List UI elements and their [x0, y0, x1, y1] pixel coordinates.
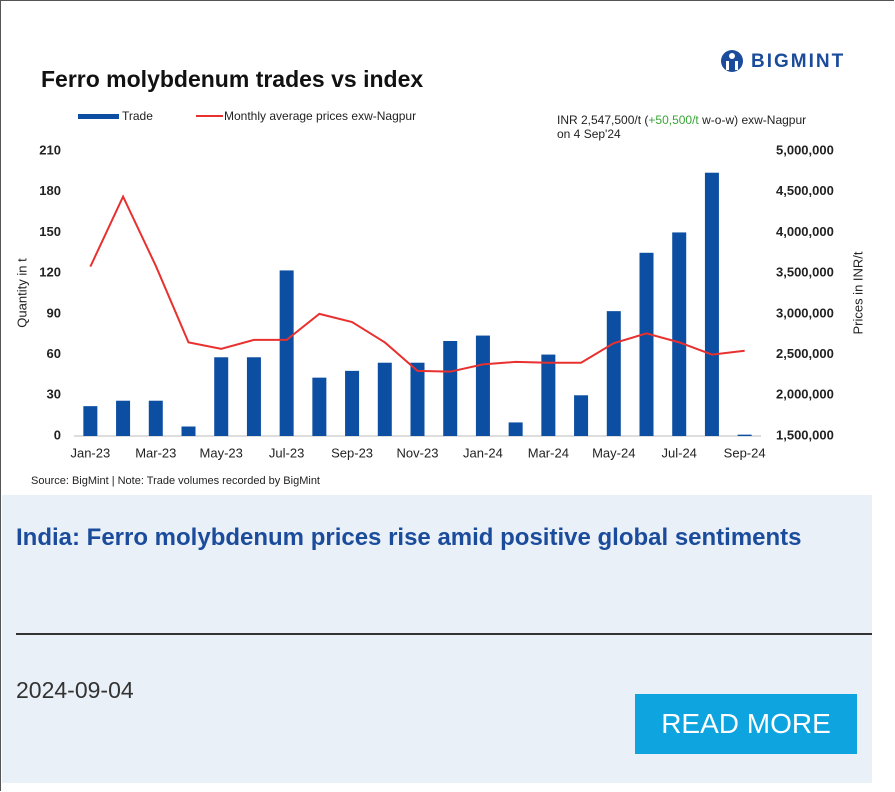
y-tick-label: 0	[54, 427, 61, 442]
bar	[116, 400, 131, 436]
x-tick-label: Sep-24	[724, 445, 766, 460]
article-date: 2024-09-04	[16, 677, 134, 703]
bar	[475, 335, 490, 436]
bar	[541, 354, 556, 436]
y-tick-label: 30	[47, 387, 61, 402]
y-tick-label: 60	[47, 346, 61, 361]
annotation: INR 2,547,500/t (+50,500/t w-o-w) exw-Na…	[557, 113, 806, 127]
y2-tick-label: 2,000,000	[776, 387, 834, 402]
read-more-button[interactable]: READ MORE	[635, 694, 857, 754]
x-tick-label: Jan-24	[463, 445, 503, 460]
x-tick-label: Mar-24	[528, 445, 569, 460]
y2-tick-label: 1,500,000	[776, 427, 834, 442]
chart: BIGMINT Ferro molybdenum trades vs index…	[14, 50, 865, 487]
y2-tick-label: 5,000,000	[776, 142, 834, 157]
bar	[148, 400, 163, 436]
bar	[410, 362, 425, 436]
brand-logo	[721, 50, 743, 72]
y-axis-label: Quantity in t	[14, 258, 29, 328]
article-info: India: Ferro molybdenum prices rise amid…	[2, 495, 872, 783]
annotation-date: on 4 Sep'24	[557, 127, 621, 141]
y-tick-label: 180	[39, 183, 61, 198]
separator	[16, 633, 872, 635]
annotation-change: +50,500/t	[648, 113, 699, 127]
annotation-text: w-o-w) exw-Nagpur	[699, 113, 806, 127]
bar	[246, 357, 261, 436]
bar	[508, 422, 523, 436]
chart-title: Ferro molybdenum trades vs index	[41, 66, 423, 92]
y2-tick-label: 3,000,000	[776, 305, 834, 320]
y-tick-label: 120	[39, 265, 61, 280]
bar	[279, 270, 294, 436]
x-tick-label: Sep-23	[331, 445, 373, 460]
x-tick-label: Jan-23	[70, 445, 110, 460]
x-tick-label: Jul-24	[662, 445, 697, 460]
bar	[737, 434, 752, 436]
y2-axis-label: Prices in INR/t	[850, 251, 865, 334]
bar	[443, 341, 458, 436]
y2-tick-label: 3,500,000	[776, 265, 834, 280]
bar	[345, 370, 360, 436]
y2-tick-label: 4,000,000	[776, 224, 834, 239]
bar	[83, 406, 98, 436]
y2-tick-label: 2,500,000	[776, 346, 834, 361]
bar	[672, 232, 687, 436]
brand: BIGMINT	[751, 51, 845, 72]
x-tick-label: May-23	[200, 445, 243, 460]
x-tick-label: Jul-23	[269, 445, 304, 460]
y-tick-label: 210	[39, 142, 61, 157]
bar	[377, 362, 392, 436]
legend-swatch	[78, 114, 119, 119]
y2-tick-label: 4,500,000	[776, 183, 834, 198]
price-line	[89, 194, 745, 373]
bar	[574, 395, 589, 436]
bar	[312, 377, 327, 436]
article-title[interactable]: India: Ferro molybdenum prices rise amid…	[16, 524, 802, 551]
x-tick-label: Mar-23	[135, 445, 176, 460]
x-tick-label: May-24	[592, 445, 635, 460]
bar	[704, 172, 719, 436]
legend-label: Monthly average prices exw-Nagpur	[224, 109, 416, 123]
source-note: Source: BigMint | Note: Trade volumes re…	[31, 475, 320, 487]
y-tick-label: 150	[39, 224, 61, 239]
bar	[181, 426, 196, 436]
annotation-text: INR 2,547,500/t (	[557, 113, 648, 127]
bar	[606, 311, 621, 436]
x-tick-label: Nov-23	[397, 445, 439, 460]
bar	[639, 252, 654, 436]
legend-label: Trade	[122, 109, 153, 123]
bar	[214, 357, 229, 436]
y-tick-label: 90	[47, 305, 61, 320]
